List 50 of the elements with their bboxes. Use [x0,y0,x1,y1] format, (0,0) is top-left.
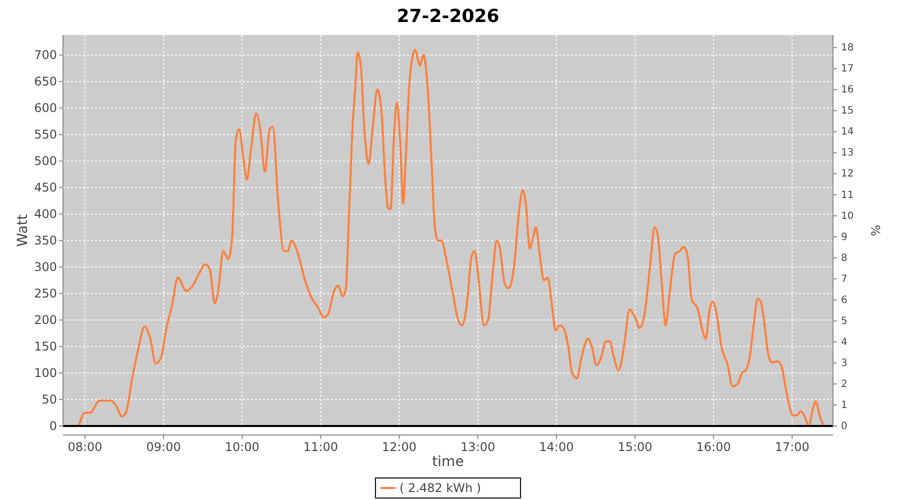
y2-tick-label: 6 [841,294,848,306]
y2-tick-label: 14 [841,126,854,138]
y-tick-label: 300 [34,260,57,274]
y2-tick-label: 15 [841,106,854,117]
y2-tick-label: 2 [841,378,848,390]
y2-tick-label: 9 [841,232,848,243]
y-tick-label: 200 [34,313,57,328]
x-tick-label: 08:00 [68,440,102,454]
x-tick-label: 09:00 [146,440,181,454]
y-tick-label: 650 [34,74,57,89]
x-tick-label: 15:00 [618,440,652,454]
y-tick-label: 100 [34,366,57,380]
x-axis-title: time [432,454,464,470]
y2-tick-label: 3 [841,358,848,369]
y2-tick-label: 0 [841,421,848,432]
y2-tick-label: 11 [841,190,854,201]
y-tick-label: 600 [34,101,57,116]
y2-tick-label: 10 [841,210,854,222]
x-tick-label: 10:00 [224,440,260,454]
y2-tick-label: 17 [841,64,854,75]
y-tick-label: 150 [34,340,57,354]
x-tick-label: 16:00 [696,440,731,454]
x-tick-label: 14:00 [539,440,574,454]
x-tick-label: 11:00 [303,440,338,454]
y2-tick-label: 16 [841,84,854,96]
y2-tick-label: 13 [841,148,854,159]
y2-tick-label: 4 [841,336,848,348]
chart-title: 27-2-2026 [396,6,500,27]
x-tick-label: 12:00 [382,440,417,454]
y-tick-label: 250 [34,286,57,301]
y-tick-label: 400 [34,207,57,222]
x-tick-label: 13:00 [460,440,496,454]
y2-tick-label: 8 [841,252,848,264]
y-tick-label: 500 [34,154,57,168]
y-tick-label: 0 [49,419,57,433]
line-series [78,48,825,427]
legend-label: ( 2.482 kWh ) [400,481,482,495]
y-tick-label: 50 [42,392,57,407]
y2-tick-label: 5 [841,316,848,327]
y2-tick-label: 12 [841,168,854,180]
x-tick-label: 17:00 [774,440,810,454]
y2-tick-label: 18 [841,42,854,54]
y2-axis-title: % [869,224,883,236]
y-axis-title: Watt [15,214,31,247]
y2-tick-label: 7 [841,274,848,285]
y2-tick-label: 1 [841,400,848,411]
y-tick-label: 550 [34,128,57,142]
y-tick-label: 450 [34,180,57,195]
y-tick-label: 700 [34,48,57,62]
y-tick-label: 350 [34,234,57,248]
